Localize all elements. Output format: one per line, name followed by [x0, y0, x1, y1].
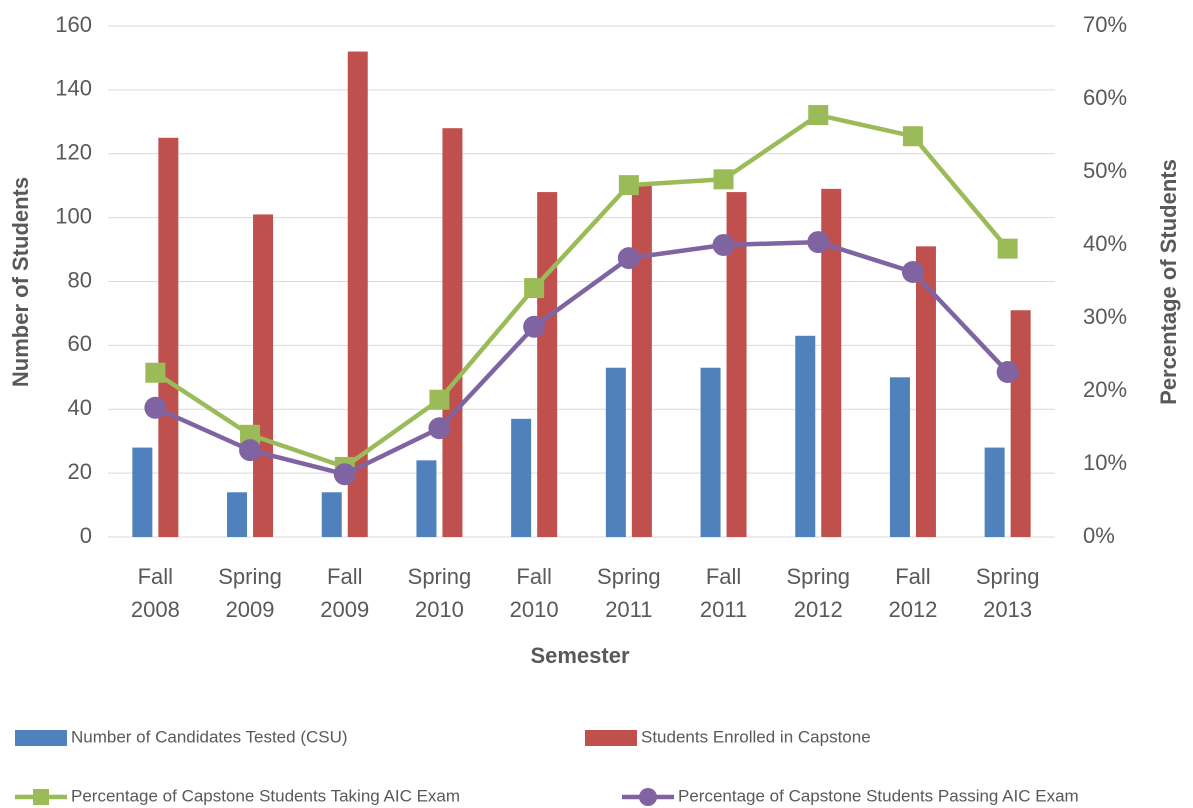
y-tick-label: 120: [55, 140, 92, 165]
x-tick-label: Spring 2011: [597, 564, 661, 622]
marker: [145, 362, 166, 383]
x-tick-label: Spring 2013: [975, 564, 1040, 622]
bar: [321, 492, 342, 537]
marker: [240, 424, 261, 445]
bar: [915, 246, 936, 537]
y2-tick-label: 20%: [1083, 377, 1127, 402]
marker: [617, 247, 640, 270]
legend-label: Students Enrolled in Capstone: [641, 727, 871, 746]
legend-marker: [33, 789, 49, 805]
bar: [605, 367, 626, 537]
legend-swatch: [585, 730, 637, 746]
bar: [253, 214, 274, 537]
bar: [889, 377, 910, 537]
y-tick-label: 160: [55, 12, 92, 37]
x-tick-label: Fall 2012: [888, 564, 938, 622]
y2-axis-title: Percentage of Students: [1156, 159, 1181, 405]
bar: [1010, 310, 1031, 537]
bar: [700, 367, 721, 537]
x-tick-label: Spring 2009: [218, 564, 282, 622]
marker: [901, 261, 924, 284]
x-tick-label: Fall 2011: [699, 564, 748, 622]
marker: [144, 396, 167, 419]
y2-tick-label: 10%: [1083, 450, 1127, 475]
marker: [239, 439, 262, 462]
x-tick-label: Fall 2010: [509, 564, 559, 622]
y2-tick-label: 40%: [1083, 231, 1127, 256]
bar: [984, 447, 1005, 537]
bar: [132, 447, 153, 537]
marker: [807, 231, 830, 254]
legend-swatch: [15, 730, 67, 746]
y2-tick-label: 30%: [1083, 304, 1127, 329]
marker: [429, 389, 450, 410]
y2-tick-label: 70%: [1083, 12, 1127, 37]
y-tick-label: 80: [68, 267, 92, 292]
x-axis-title: Semester: [530, 643, 630, 668]
y-tick-label: 0: [80, 523, 92, 548]
marker: [618, 175, 639, 196]
marker: [996, 361, 1019, 384]
y-tick-label: 140: [55, 76, 92, 101]
bar: [227, 492, 248, 537]
marker: [997, 238, 1018, 259]
legend-marker: [639, 788, 657, 806]
legend-label: Number of Candidates Tested (CSU): [71, 727, 348, 746]
y2-tick-label: 0%: [1083, 523, 1115, 548]
line: [154, 239, 1010, 477]
y-tick-label: 60: [68, 331, 92, 356]
y-tick-label: 20: [68, 459, 92, 484]
y-tick-label: 100: [55, 203, 92, 228]
marker: [713, 169, 734, 190]
bar: [442, 128, 463, 537]
bar: [416, 460, 437, 537]
y2-tick-label: 50%: [1083, 158, 1127, 183]
bar: [631, 185, 652, 537]
x-tick-label: Spring 2012: [786, 564, 851, 622]
x-tick-label: Fall 2009: [320, 564, 370, 622]
legend-item: Number of Candidates Tested (CSU): [15, 727, 348, 746]
bar: [795, 335, 816, 537]
y-tick-label: 40: [68, 395, 92, 420]
x-tick-label: Spring 2010: [407, 564, 472, 622]
y-axis-title: Number of Students: [8, 177, 33, 387]
legend-label: Percentage of Capstone Students Taking A…: [71, 786, 460, 805]
marker: [523, 315, 546, 338]
marker: [902, 126, 923, 147]
bar: [158, 137, 179, 537]
x-tick-label: Fall 2008: [130, 564, 180, 622]
bar: [726, 192, 747, 537]
bar: [347, 51, 368, 538]
legend-item: Percentage of Capstone Students Passing …: [622, 786, 1079, 806]
marker: [524, 278, 545, 299]
bar: [821, 188, 842, 537]
legend-item: Percentage of Capstone Students Taking A…: [15, 786, 460, 805]
line: [154, 112, 1010, 470]
marker: [712, 234, 735, 256]
y2-tick-label: 60%: [1083, 85, 1127, 110]
bar: [537, 192, 558, 537]
bar: [511, 418, 532, 537]
legend-item: Students Enrolled in Capstone: [585, 727, 871, 746]
marker: [808, 105, 829, 126]
legend-label: Percentage of Capstone Students Passing …: [678, 786, 1079, 805]
marker: [428, 417, 451, 440]
marker: [333, 463, 356, 486]
